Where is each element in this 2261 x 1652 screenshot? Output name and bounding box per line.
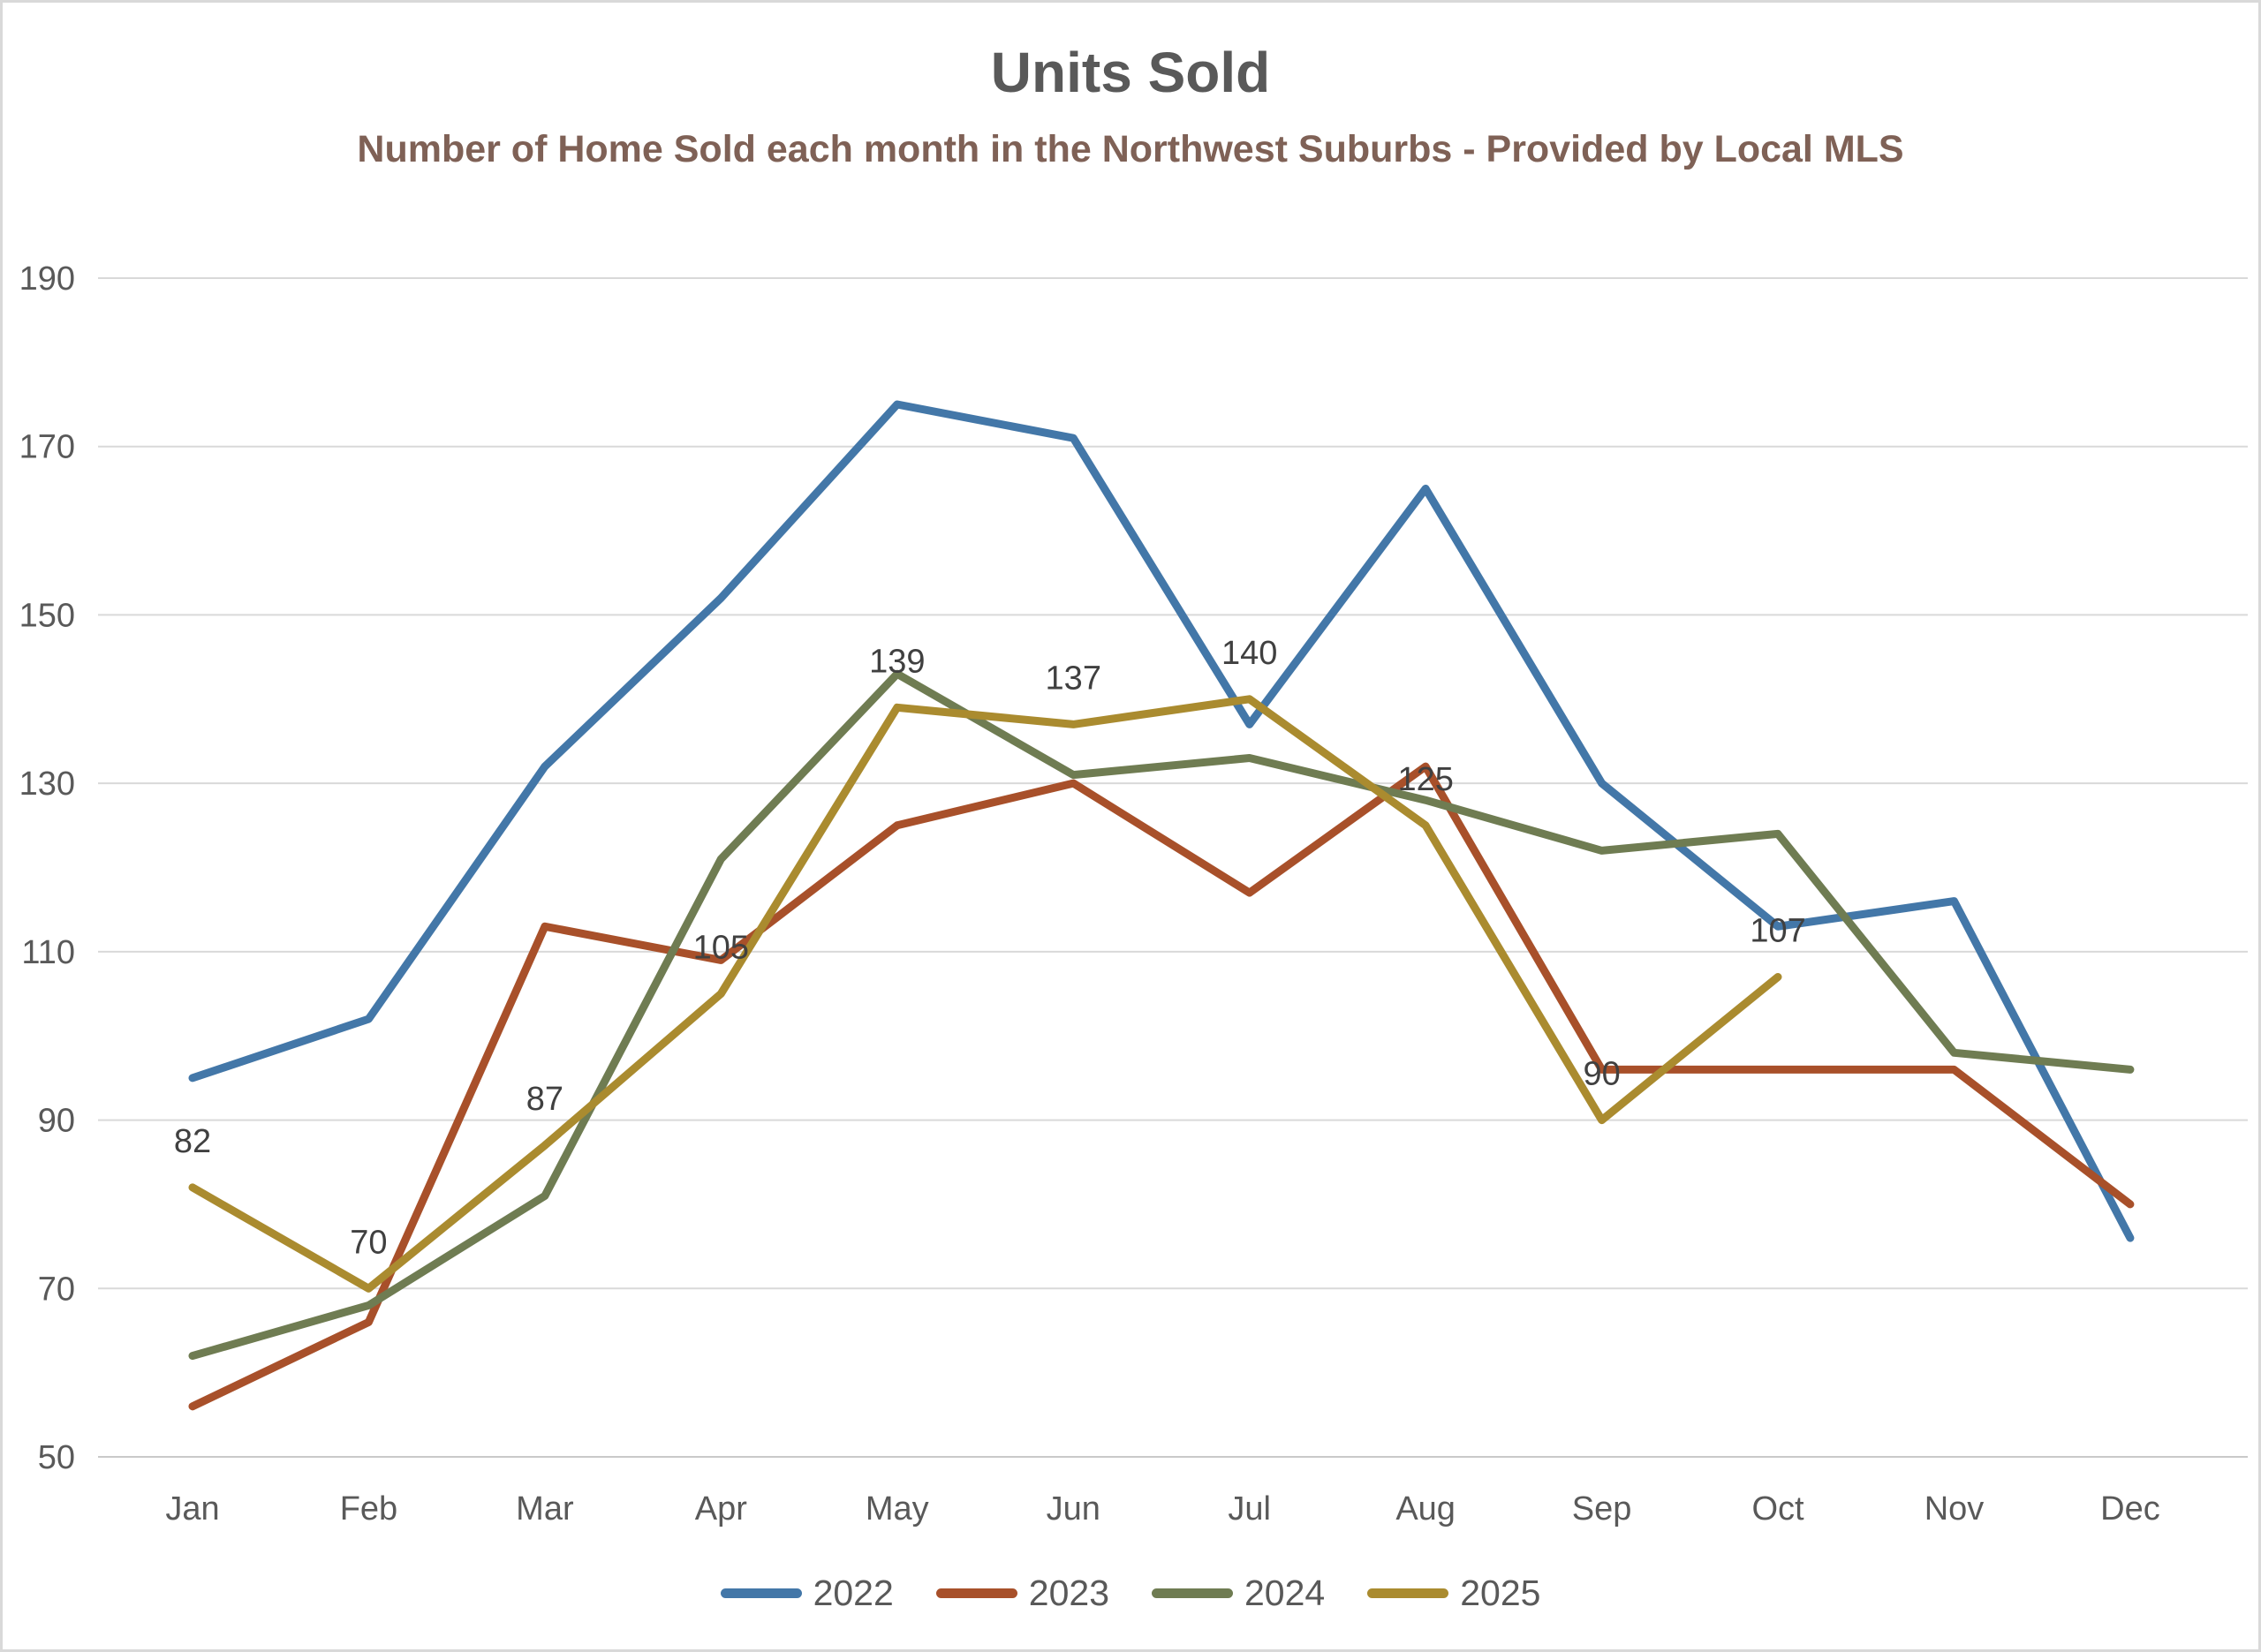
data-label-2025: 140 <box>1221 635 1277 672</box>
data-label-2025: 87 <box>526 1081 563 1118</box>
x-axis-tick-label: Aug <box>1395 1490 1456 1528</box>
x-axis-tick-label: Feb <box>340 1490 397 1528</box>
chart-subtitle: Number of Home Sold each month in the No… <box>357 128 1904 170</box>
series-line-2023 <box>188 762 2135 1411</box>
x-axis-tick-label: Nov <box>1924 1490 1985 1528</box>
data-label-2025: 125 <box>1397 761 1453 798</box>
x-axis-tick-label: Dec <box>2100 1490 2160 1528</box>
x-axis-tick-label: Sep <box>1572 1490 1632 1528</box>
y-axis-tick-label: 90 <box>38 1103 75 1140</box>
series-line-2024 <box>188 669 2135 1361</box>
data-label-2025: 82 <box>174 1123 211 1160</box>
x-axis-tick-label: Jun <box>1047 1490 1100 1528</box>
legend-label-2025: 2025 <box>1460 1573 1541 1613</box>
legend-item-2024: 2024 <box>1152 1573 1325 1614</box>
x-axis-tick-label: Mar <box>516 1490 574 1528</box>
y-axis-tick-label: 190 <box>19 260 75 298</box>
x-axis-tick-label: Apr <box>695 1490 747 1528</box>
y-axis-tick-label: 50 <box>38 1439 75 1476</box>
legend-swatch-2024 <box>1152 1588 1233 1598</box>
chart-legend: 2022 2023 2024 2025 <box>3 1573 2258 1614</box>
legend-swatch-2022 <box>720 1588 802 1598</box>
data-label-2025: 137 <box>1046 660 1101 697</box>
x-axis-tick-label: Jul <box>1228 1490 1271 1528</box>
series-line-2025 <box>188 695 1782 1293</box>
series-line-2022 <box>188 400 2135 1242</box>
data-label-2025: 105 <box>693 930 749 967</box>
y-axis-tick-label: 170 <box>19 429 75 466</box>
legend-label-2024: 2024 <box>1244 1573 1326 1613</box>
legend-label-2022: 2022 <box>813 1573 894 1613</box>
x-axis-tick-label: Jan <box>165 1490 219 1528</box>
plot-area: 190 170 150 130 110 90 70 50 Jan Feb Mar Apr May Jun J… <box>19 260 2248 1528</box>
legend-item-2025: 2025 <box>1367 1573 1540 1614</box>
legend-item-2023: 2023 <box>935 1573 1109 1614</box>
x-axis-tick-label: Oct <box>1751 1490 1804 1528</box>
data-label-2025: 70 <box>350 1224 387 1261</box>
data-label-2025: 139 <box>869 643 925 680</box>
data-label-2025: 90 <box>1583 1056 1620 1093</box>
y-axis-tick-label: 150 <box>19 597 75 634</box>
y-axis-tick-label: 130 <box>19 766 75 803</box>
y-axis-tick-label: 110 <box>21 934 75 971</box>
legend-label-2023: 2023 <box>1028 1573 1109 1613</box>
legend-swatch-2025 <box>1367 1588 1449 1598</box>
data-label-2025: 107 <box>1750 912 1805 949</box>
y-axis-tick-label: 70 <box>38 1271 75 1308</box>
legend-item-2022: 2022 <box>720 1573 894 1614</box>
chart-title: Units Sold <box>990 41 1271 104</box>
x-axis-tick-label: May <box>866 1490 929 1528</box>
legend-swatch-2023 <box>935 1588 1017 1598</box>
